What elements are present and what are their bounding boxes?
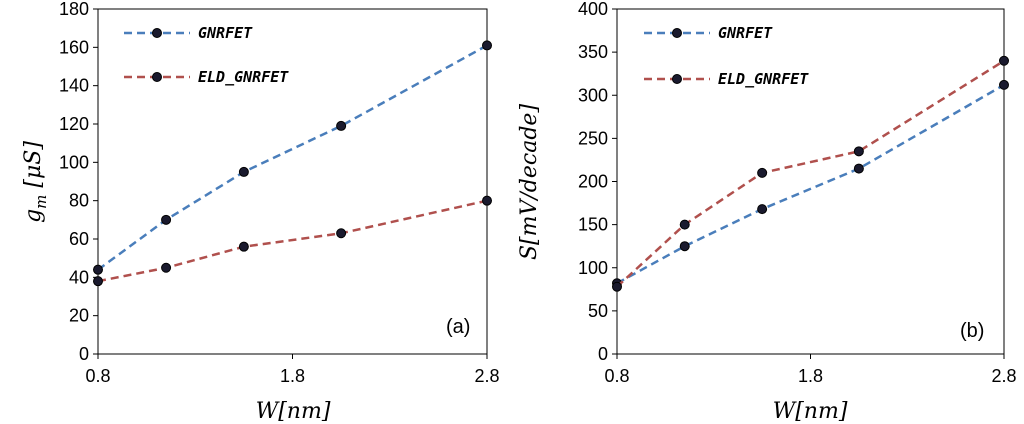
x-tick-label: 1.8 xyxy=(798,366,823,386)
y-tick-label: 0 xyxy=(598,344,608,364)
y-tick-label: 50 xyxy=(588,301,608,321)
y-tick-label: 200 xyxy=(578,172,608,192)
x-tick-label: 2.8 xyxy=(991,366,1016,386)
data-point-eld_gnrfet xyxy=(679,219,690,230)
panel-a-label: (a) xyxy=(446,316,470,338)
data-point-eld_gnrfet xyxy=(93,276,103,287)
legend-label-eld_gnrfet: ELD_GNRFET xyxy=(198,68,289,86)
panel-a-y-axis-label: gm [μS] xyxy=(21,141,50,223)
legend-label-eld_gnrfet: ELD_GNRFET xyxy=(718,70,809,88)
data-point-eld_gnrfet xyxy=(999,55,1009,66)
data-point-gnrfet xyxy=(757,204,768,215)
legend-label-gnrfet: GNRFET xyxy=(718,24,773,42)
data-point-gnrfet xyxy=(679,241,690,252)
y-tick-label: 350 xyxy=(578,42,608,62)
panel-a-y-axis-var: g xyxy=(21,209,46,223)
legend-marker-gnrfet xyxy=(152,28,162,38)
data-point-eld_gnrfet xyxy=(612,281,622,292)
panel-a-legend: GNRFET ELD_GNRFET xyxy=(124,24,289,86)
series-line-eld_gnrfet xyxy=(97,199,488,283)
panel-a-y-axis-sub: m xyxy=(32,195,50,209)
y-tick-label: 100 xyxy=(578,258,608,278)
panel-a-series xyxy=(93,40,492,287)
y-tick-label: 180 xyxy=(59,0,89,19)
x-tick-label: 0.8 xyxy=(85,366,110,386)
data-point-gnrfet xyxy=(93,264,103,275)
y-tick-label: 20 xyxy=(69,306,89,326)
legend-marker-gnrfet xyxy=(672,28,682,38)
data-point-gnrfet xyxy=(999,79,1009,90)
panel-a-x-ticks: 0.8 1.8 2.8 xyxy=(85,354,500,386)
y-tick-label: 80 xyxy=(69,191,89,211)
y-tick-label: 300 xyxy=(578,85,608,105)
data-point-gnrfet xyxy=(336,120,347,131)
panel-b-label: (b) xyxy=(960,320,984,342)
panel-b-chart: 0 50 100 150 200 250 300 350 400 0.8 1.8 2.8 GNRFE… xyxy=(517,0,1017,424)
y-tick-label: 140 xyxy=(59,76,89,96)
legend-marker-eld_gnrfet xyxy=(152,72,162,82)
series-line-gnrfet xyxy=(616,83,1005,285)
panel-b-legend: GNRFET ELD_GNRFET xyxy=(644,24,809,88)
data-point-eld_gnrfet xyxy=(161,262,172,273)
y-tick-label: 100 xyxy=(59,152,89,172)
panel-b-series xyxy=(612,55,1009,292)
x-tick-label: 2.8 xyxy=(474,366,499,386)
y-tick-label: 120 xyxy=(59,114,89,134)
data-point-eld_gnrfet xyxy=(238,241,249,252)
data-point-gnrfet xyxy=(482,40,492,51)
panel-a-x-axis-label: W[nm] xyxy=(256,399,331,424)
panel-a-plot-frame xyxy=(97,8,488,355)
y-tick-label: 0 xyxy=(79,344,89,364)
panel-a-y-ticks: 0 20 40 60 80 100 120 140 160 180 xyxy=(59,0,98,364)
data-point-eld_gnrfet xyxy=(482,195,492,206)
y-tick-label: 160 xyxy=(59,37,89,57)
y-tick-label: 150 xyxy=(578,215,608,235)
y-tick-label: 400 xyxy=(578,0,608,19)
panel-b-x-axis-label: W[nm] xyxy=(773,399,848,424)
panel-b-y-ticks: 0 50 100 150 200 250 300 350 400 xyxy=(578,0,617,364)
panel-b-plot-frame xyxy=(616,8,1005,355)
panel-a-y-axis-unit: [μS] xyxy=(21,141,46,195)
y-tick-label: 40 xyxy=(69,267,89,287)
data-point-eld_gnrfet xyxy=(853,146,864,157)
panel-b-x-ticks: 0.8 1.8 2.8 xyxy=(604,354,1017,386)
data-point-eld_gnrfet xyxy=(757,167,768,178)
data-point-gnrfet xyxy=(853,163,864,174)
y-tick-label: 60 xyxy=(69,229,89,249)
data-point-gnrfet xyxy=(238,166,249,177)
panel-a-chart: 0 20 40 60 80 100 120 140 160 180 0.8 1.8 2.8 GNRFE… xyxy=(21,0,500,424)
x-tick-label: 0.8 xyxy=(604,366,629,386)
y-tick-label: 250 xyxy=(578,128,608,148)
data-point-gnrfet xyxy=(161,214,172,225)
x-tick-label: 1.8 xyxy=(280,366,305,386)
data-point-eld_gnrfet xyxy=(336,228,347,239)
panel-b-y-axis-label: S[mV/decade] xyxy=(517,104,542,260)
legend-marker-eld_gnrfet xyxy=(672,74,682,84)
legend-label-gnrfet: GNRFET xyxy=(198,24,253,42)
